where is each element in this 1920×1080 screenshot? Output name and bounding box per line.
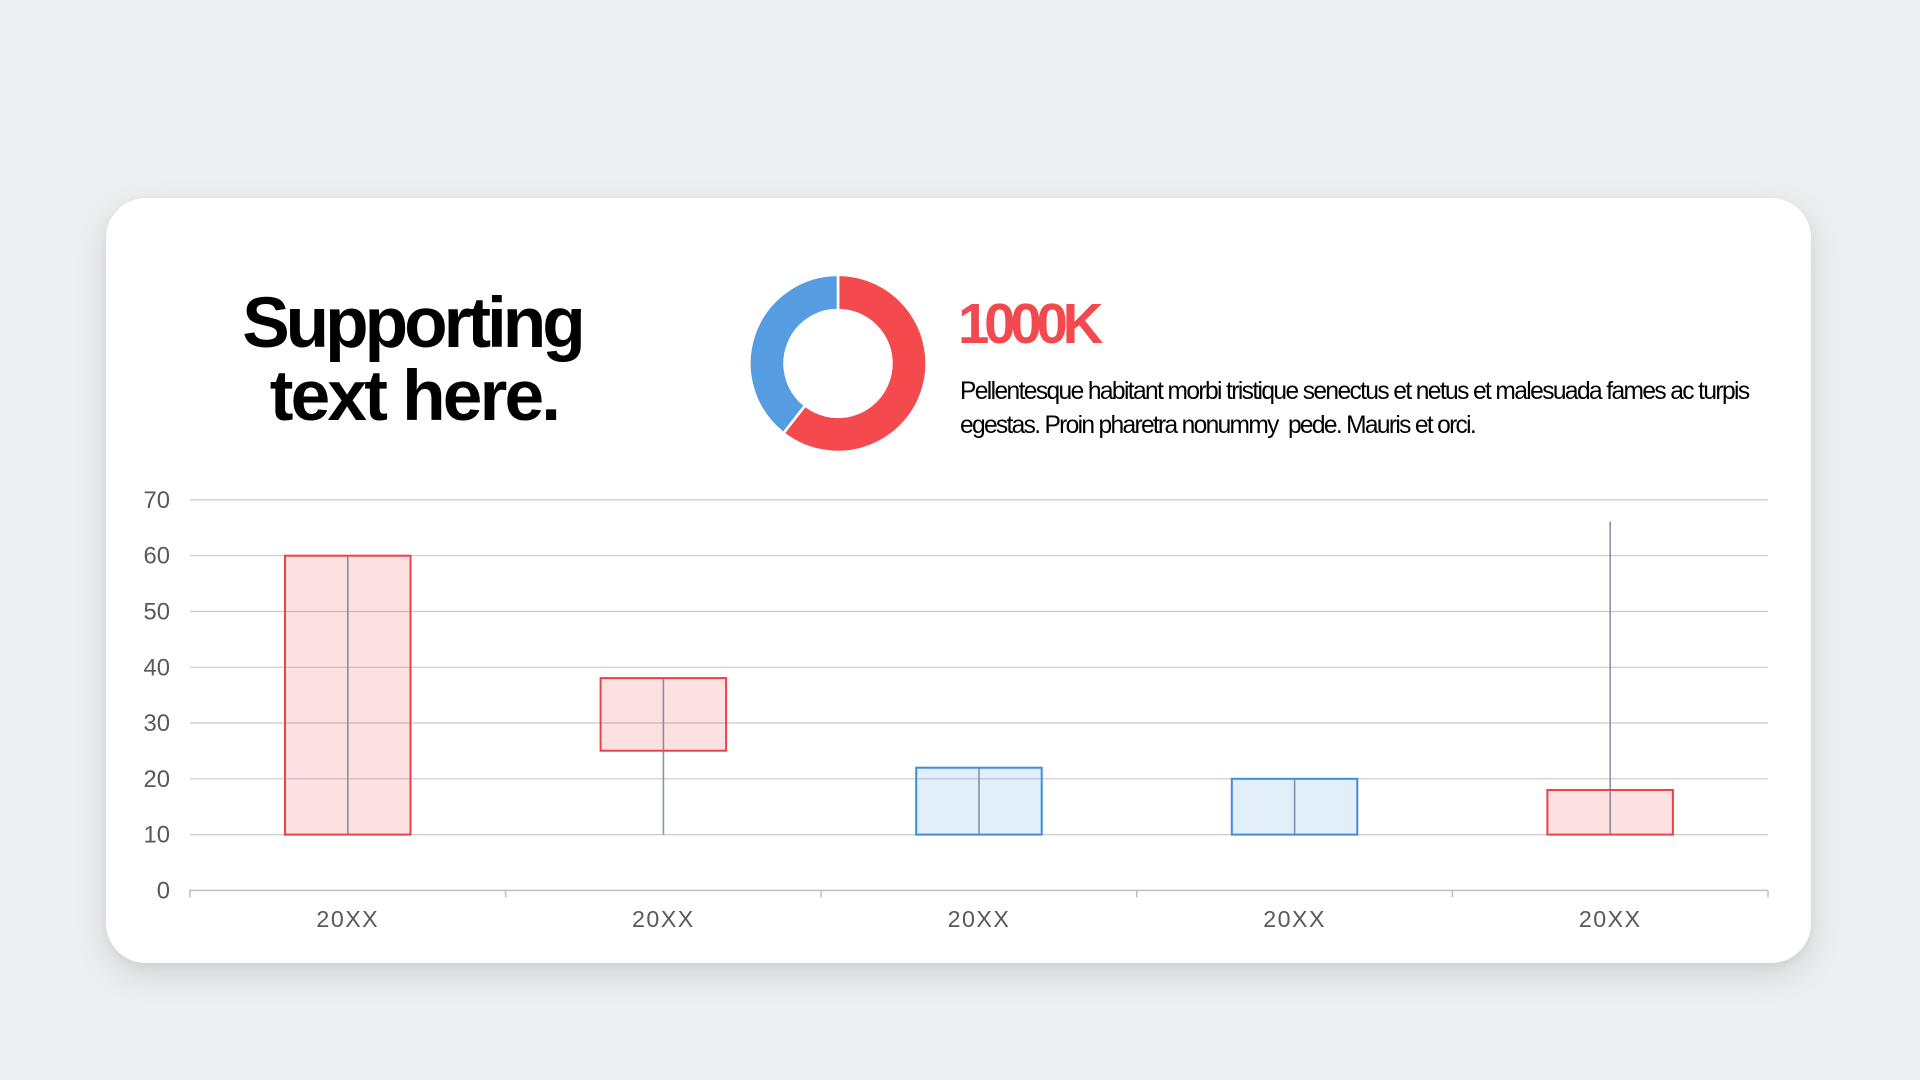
svg-text:0: 0 — [157, 877, 170, 904]
svg-text:30: 30 — [144, 710, 170, 737]
svg-text:20XX: 20XX — [316, 906, 379, 932]
svg-text:10: 10 — [144, 822, 170, 849]
svg-text:40: 40 — [144, 654, 170, 681]
svg-text:60: 60 — [144, 543, 170, 570]
svg-text:70: 70 — [144, 487, 170, 514]
svg-text:20XX: 20XX — [1263, 906, 1326, 932]
svg-text:20: 20 — [144, 766, 170, 793]
svg-text:50: 50 — [144, 599, 170, 626]
svg-text:20XX: 20XX — [948, 906, 1011, 932]
svg-text:20XX: 20XX — [632, 906, 695, 932]
svg-text:20XX: 20XX — [1579, 906, 1642, 932]
